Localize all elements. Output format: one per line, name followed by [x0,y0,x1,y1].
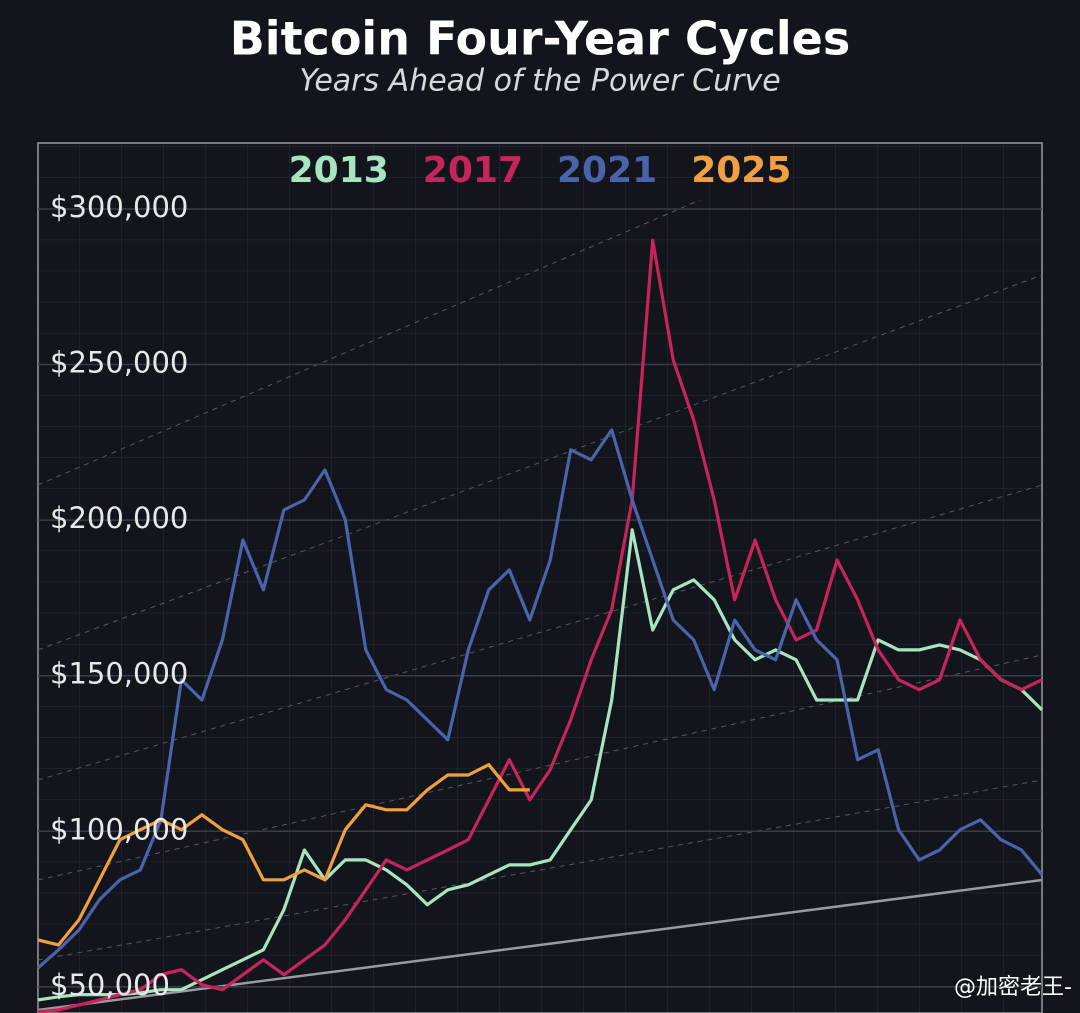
y-tick-label: $250,000 [50,346,188,380]
legend-entry: 2013 [289,150,389,191]
watermark: @加密老王- [954,975,1072,1000]
series-line [37,238,1043,1013]
chart-subtitle: Years Ahead of the Power Curve [299,64,780,99]
chart-title: Bitcoin Four-Year Cycles [230,12,851,66]
legend-entry: 2017 [423,150,523,191]
y-tick-label: $50,000 [50,968,170,1002]
plot-area [37,142,1043,1013]
channel-lines [37,199,1043,961]
legend-entry: 2021 [557,150,657,191]
series-line [37,528,1044,1002]
power-curve [37,878,1043,1012]
y-tick-label: $300,000 [50,190,188,224]
y-tick-label: $200,000 [50,501,188,535]
series-line [37,763,530,947]
legend-entry: 2025 [691,150,791,191]
y-tick-label: $100,000 [50,812,188,846]
series-line [36,428,1044,970]
y-tick-label: $150,000 [50,657,188,691]
